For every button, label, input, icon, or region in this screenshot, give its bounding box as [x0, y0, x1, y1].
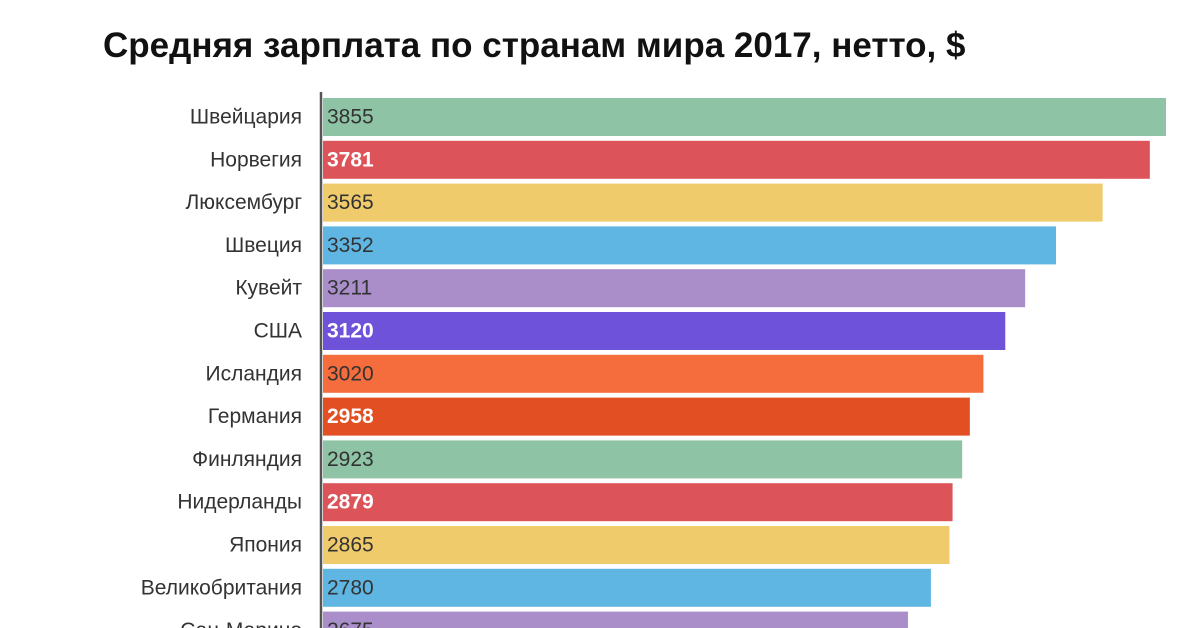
bar — [323, 226, 1057, 265]
bar — [323, 269, 1026, 308]
value-data-label: 2923 — [327, 448, 374, 471]
chart-title: Средняя зарплата по странам мира 2017, н… — [103, 26, 966, 65]
bar — [323, 526, 950, 564]
category-tick-label: Сан-Марино — [180, 619, 302, 628]
value-data-label: 3352 — [327, 234, 374, 257]
bar — [323, 98, 1166, 136]
value-data-label: 3855 — [327, 106, 374, 129]
value-data-label: 3120 — [327, 320, 374, 343]
value-data-label: 2780 — [327, 576, 374, 599]
category-tick-label: Исландия — [206, 362, 302, 385]
category-tick-label: Швейцария — [190, 106, 302, 129]
bar — [323, 483, 953, 522]
value-data-label: 3565 — [327, 191, 374, 214]
bar — [323, 354, 984, 393]
category-tick-label: США — [254, 320, 302, 343]
bar — [323, 312, 1006, 350]
category-tick-label: Норвегия — [210, 148, 302, 171]
category-tick-label: Нидерланды — [177, 491, 302, 514]
category-tick-label: Япония — [229, 534, 302, 557]
category-tick-label: Германия — [208, 405, 302, 428]
bar — [323, 183, 1103, 222]
value-data-label: 2675 — [327, 619, 374, 628]
bar — [323, 611, 908, 628]
category-tick-label: Финляндия — [192, 448, 302, 471]
category-tick-label: Люксембург — [185, 191, 302, 214]
bar — [323, 568, 931, 607]
value-data-label: 2958 — [327, 405, 374, 428]
bar — [323, 140, 1150, 179]
category-tick-label: Великобритания — [141, 576, 302, 599]
category-tick-label: Кувейт — [235, 277, 302, 300]
bar — [323, 440, 963, 479]
value-data-label: 3020 — [327, 362, 374, 385]
value-data-label: 2865 — [327, 534, 374, 557]
value-data-label: 3211 — [327, 277, 372, 300]
category-tick-label: Швеция — [225, 234, 302, 257]
bar — [323, 397, 970, 436]
value-data-label: 2879 — [327, 491, 374, 514]
value-data-label: 3781 — [327, 148, 374, 171]
